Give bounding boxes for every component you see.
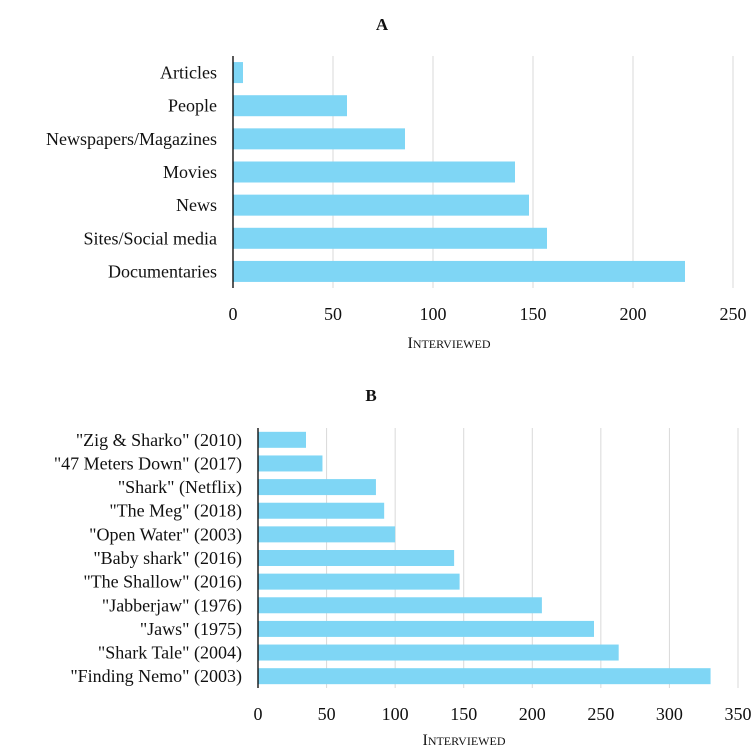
bar-a-6 [233, 260, 685, 282]
tick-label-b-3: 150 [450, 704, 477, 724]
tick-label-b-6: 300 [656, 704, 683, 724]
bar-b-1 [258, 455, 323, 472]
category-label-b-2: "Shark" (Netflix) [118, 477, 242, 498]
tick-label-a-0: 0 [229, 304, 238, 324]
bar-a-5 [233, 227, 547, 249]
bar-b-3 [258, 502, 385, 519]
category-label-b-3: "The Meg" (2018) [109, 501, 242, 522]
category-label-b-5: "Baby shark" (2016) [93, 548, 242, 569]
tick-label-a-3: 150 [520, 304, 547, 324]
category-label-b-10: "Finding Nemo" (2003) [70, 666, 242, 687]
category-label-b-1: "47 Meters Down" (2017) [54, 453, 242, 474]
tick-label-a-4: 200 [620, 304, 647, 324]
bar-b-9 [258, 644, 619, 661]
chart-panel-b: B "Zig & Sharko" (2010)"47 Meters Down" (… [54, 386, 752, 747]
category-label-a-2: Newspapers/Magazines [46, 129, 217, 149]
category-label-b-0: "Zig & Sharko" (2010) [76, 430, 242, 451]
category-label-b-4: "Open Water" (2003) [89, 524, 242, 545]
tick-label-a-5: 250 [720, 304, 747, 324]
category-label-a-5: Sites/Social media [84, 228, 217, 248]
bar-b-5 [258, 550, 455, 566]
chart-panel-a: A Articles People Newspapers/Magazines Movie… [46, 15, 746, 352]
tick-label-b-4: 200 [519, 704, 546, 724]
bar-b-0 [258, 431, 306, 448]
tick-label-b-0: 0 [254, 704, 263, 724]
tick-label-b-2: 100 [382, 704, 409, 724]
bar-a-4 [233, 194, 529, 216]
tick-label-a-1: 50 [324, 304, 342, 324]
bar-b-4 [258, 526, 396, 543]
bar-a-0 [233, 62, 243, 84]
category-label-a-3: Movies [163, 162, 217, 182]
bar-a-2 [233, 128, 405, 150]
bar-b-6 [258, 573, 460, 590]
bar-a-3 [233, 161, 515, 183]
category-label-b-9: "Shark Tale" (2004) [98, 643, 242, 664]
category-label-a-4: News [176, 195, 217, 215]
tick-label-b-5: 250 [587, 704, 614, 724]
tick-label-b-7: 350 [725, 704, 752, 724]
x-axis-label-a: INTERVIEWED [407, 335, 490, 352]
bar-b-8 [258, 620, 594, 637]
category-label-a-1: People [168, 96, 217, 116]
category-label-b-6: "The Shallow" (2016) [83, 572, 242, 593]
tick-label-b-1: 50 [318, 704, 336, 724]
x-axis-label-b: INTERVIEWED [422, 732, 505, 747]
category-label-a-0: Articles [160, 63, 217, 83]
category-label-b-8: "Jaws" (1975) [140, 619, 242, 640]
chart-title-a: A [376, 15, 389, 34]
category-label-a-6: Documentaries [108, 261, 217, 281]
tick-label-a-2: 100 [420, 304, 447, 324]
bar-b-2 [258, 479, 376, 496]
bar-b-7 [258, 597, 542, 614]
category-label-b-7: "Jabberjaw" (1976) [102, 595, 242, 616]
chart-title-b: B [365, 386, 376, 405]
bar-b-10 [258, 668, 711, 685]
bar-a-1 [233, 95, 347, 117]
